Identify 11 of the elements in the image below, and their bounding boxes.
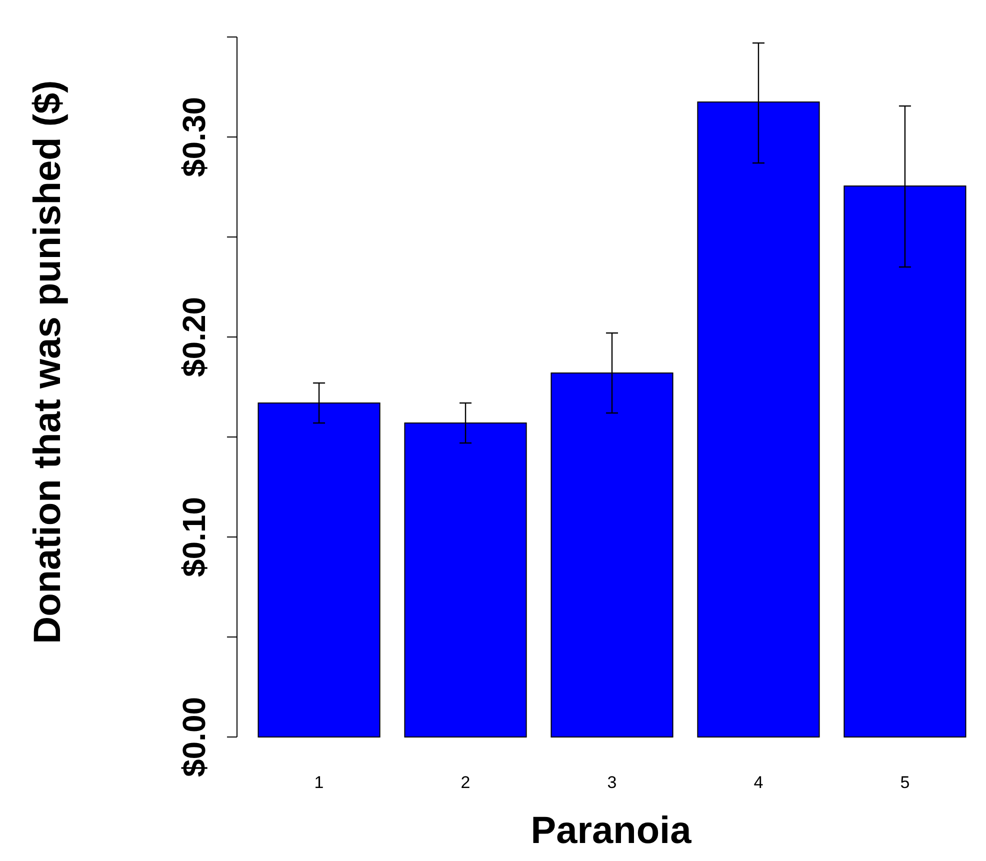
x-axis-title: Paranoia xyxy=(530,810,692,852)
y-tick-label: $0.20 xyxy=(176,296,212,378)
x-tick-label: 5 xyxy=(900,773,910,792)
x-tick-label: 2 xyxy=(460,773,470,792)
x-tick-label: 1 xyxy=(314,773,324,792)
y-axis-title: Donation that was punished ($) xyxy=(27,80,69,644)
x-tick-label: 3 xyxy=(607,773,617,792)
x-tick-label: 4 xyxy=(754,773,764,792)
y-tick-label: $0.10 xyxy=(176,496,212,578)
y-tick-label: $0.00 xyxy=(176,696,212,778)
y-tick-label: $0.30 xyxy=(176,96,212,178)
